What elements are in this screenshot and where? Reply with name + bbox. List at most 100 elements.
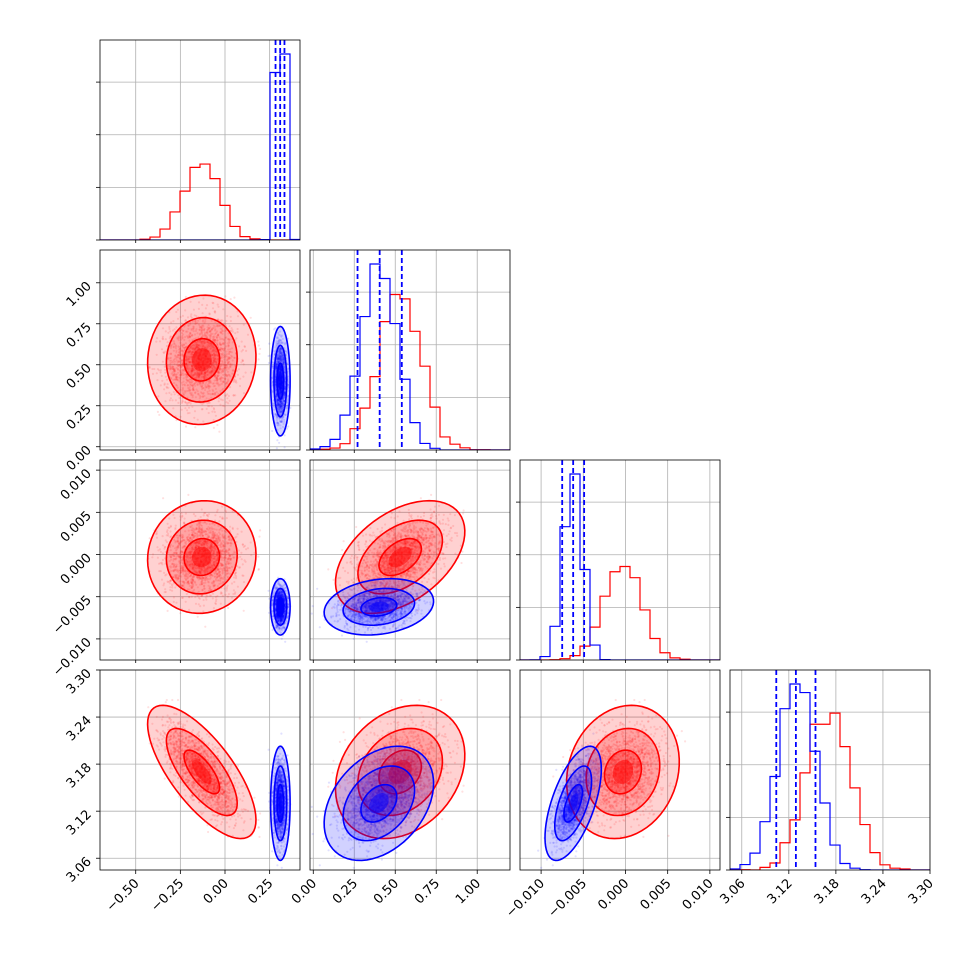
scatter-point — [190, 329, 193, 332]
scatter-point — [275, 400, 279, 403]
scatter-point — [197, 307, 200, 310]
scatter-point — [186, 538, 189, 541]
scatter-point — [178, 380, 181, 383]
scatter-point — [182, 368, 185, 371]
scatter-point — [198, 373, 201, 376]
scatter-point — [196, 586, 199, 589]
scatter-point — [175, 565, 178, 568]
scatter-point — [275, 392, 278, 395]
scatter-point — [282, 365, 285, 368]
scatter-point — [204, 625, 207, 628]
scatter-point — [277, 356, 280, 359]
scatter-point — [192, 387, 195, 390]
scatter-point — [175, 565, 178, 568]
scatter-point — [278, 389, 281, 392]
scatter-point — [188, 339, 191, 342]
scatter-point — [175, 376, 178, 379]
scatter-point — [222, 517, 225, 520]
scatter-point — [183, 521, 186, 524]
scatter-point — [189, 538, 193, 541]
scatter-point — [210, 344, 213, 347]
scatter-point — [275, 364, 278, 367]
scatter-point — [224, 394, 227, 397]
scatter-point — [191, 351, 194, 354]
scatter-point — [280, 417, 283, 420]
scatter-point — [279, 366, 282, 369]
scatter-point — [217, 536, 220, 539]
scatter-point — [221, 342, 225, 345]
scatter-point — [229, 537, 232, 540]
scatter-point — [195, 544, 198, 547]
scatter-point — [212, 359, 216, 362]
scatter-point — [215, 377, 218, 380]
scatter-point — [188, 389, 191, 392]
scatter-point — [221, 354, 224, 357]
scatter-point — [223, 363, 226, 367]
scatter-point — [274, 383, 277, 386]
scatter-point — [271, 365, 274, 368]
scatter-point — [211, 346, 214, 349]
scatter-point — [191, 563, 194, 566]
scatter-point — [193, 371, 197, 374]
scatter-point — [197, 578, 200, 581]
scatter-point — [203, 372, 207, 375]
scatter-point — [216, 354, 219, 357]
scatter-point — [197, 341, 201, 344]
scatter-point — [205, 407, 208, 410]
scatter-point — [153, 367, 156, 371]
scatter-point — [203, 566, 206, 569]
scatter-point — [181, 352, 184, 355]
scatter-point — [210, 396, 213, 399]
scatter-point — [207, 392, 210, 395]
scatter-point — [211, 536, 214, 540]
scatter-point — [148, 537, 151, 540]
scatter-point — [191, 550, 194, 553]
scatter-point — [278, 410, 281, 413]
scatter-point — [216, 339, 219, 342]
scatter-point — [184, 359, 188, 362]
scatter-point — [219, 378, 222, 381]
scatter-point — [163, 388, 166, 391]
scatter-point — [278, 407, 281, 410]
scatter-point — [279, 400, 282, 403]
scatter-point — [259, 529, 262, 532]
scatter-point — [280, 355, 283, 358]
scatter-point — [242, 323, 245, 326]
scatter-point — [208, 385, 211, 388]
scatter-point — [231, 330, 234, 333]
scatter-point — [211, 382, 214, 385]
scatter-point — [218, 573, 222, 577]
scatter-point — [274, 387, 277, 390]
scatter-point — [210, 548, 213, 551]
scatter-point — [200, 329, 203, 332]
scatter-point — [278, 399, 281, 403]
scatter-point — [279, 369, 282, 372]
scatter-point — [281, 356, 284, 359]
scatter-point — [280, 399, 283, 402]
scatter-point — [196, 346, 199, 349]
scatter-point — [274, 385, 277, 388]
scatter-point — [218, 575, 221, 578]
scatter-point — [178, 364, 181, 367]
scatter-point — [196, 530, 199, 534]
scatter-point — [176, 371, 180, 374]
scatter-point — [213, 384, 216, 387]
scatter-point — [217, 540, 220, 543]
scatter-point — [204, 578, 207, 581]
scatter-point — [277, 331, 280, 334]
scatter-point — [195, 388, 198, 391]
scatter-point — [192, 576, 195, 579]
scatter-point — [169, 346, 173, 349]
scatter-point — [219, 364, 222, 367]
scatter-point — [208, 331, 211, 334]
scatter-point — [214, 338, 217, 341]
scatter-point — [277, 356, 281, 359]
scatter-point — [206, 326, 209, 329]
scatter-point — [193, 382, 196, 385]
scatter-point — [281, 357, 284, 361]
scatter-point — [172, 360, 175, 363]
scatter-point — [282, 359, 285, 362]
scatter-point — [278, 406, 281, 409]
scatter-point — [213, 563, 216, 566]
scatter-point — [227, 352, 230, 355]
